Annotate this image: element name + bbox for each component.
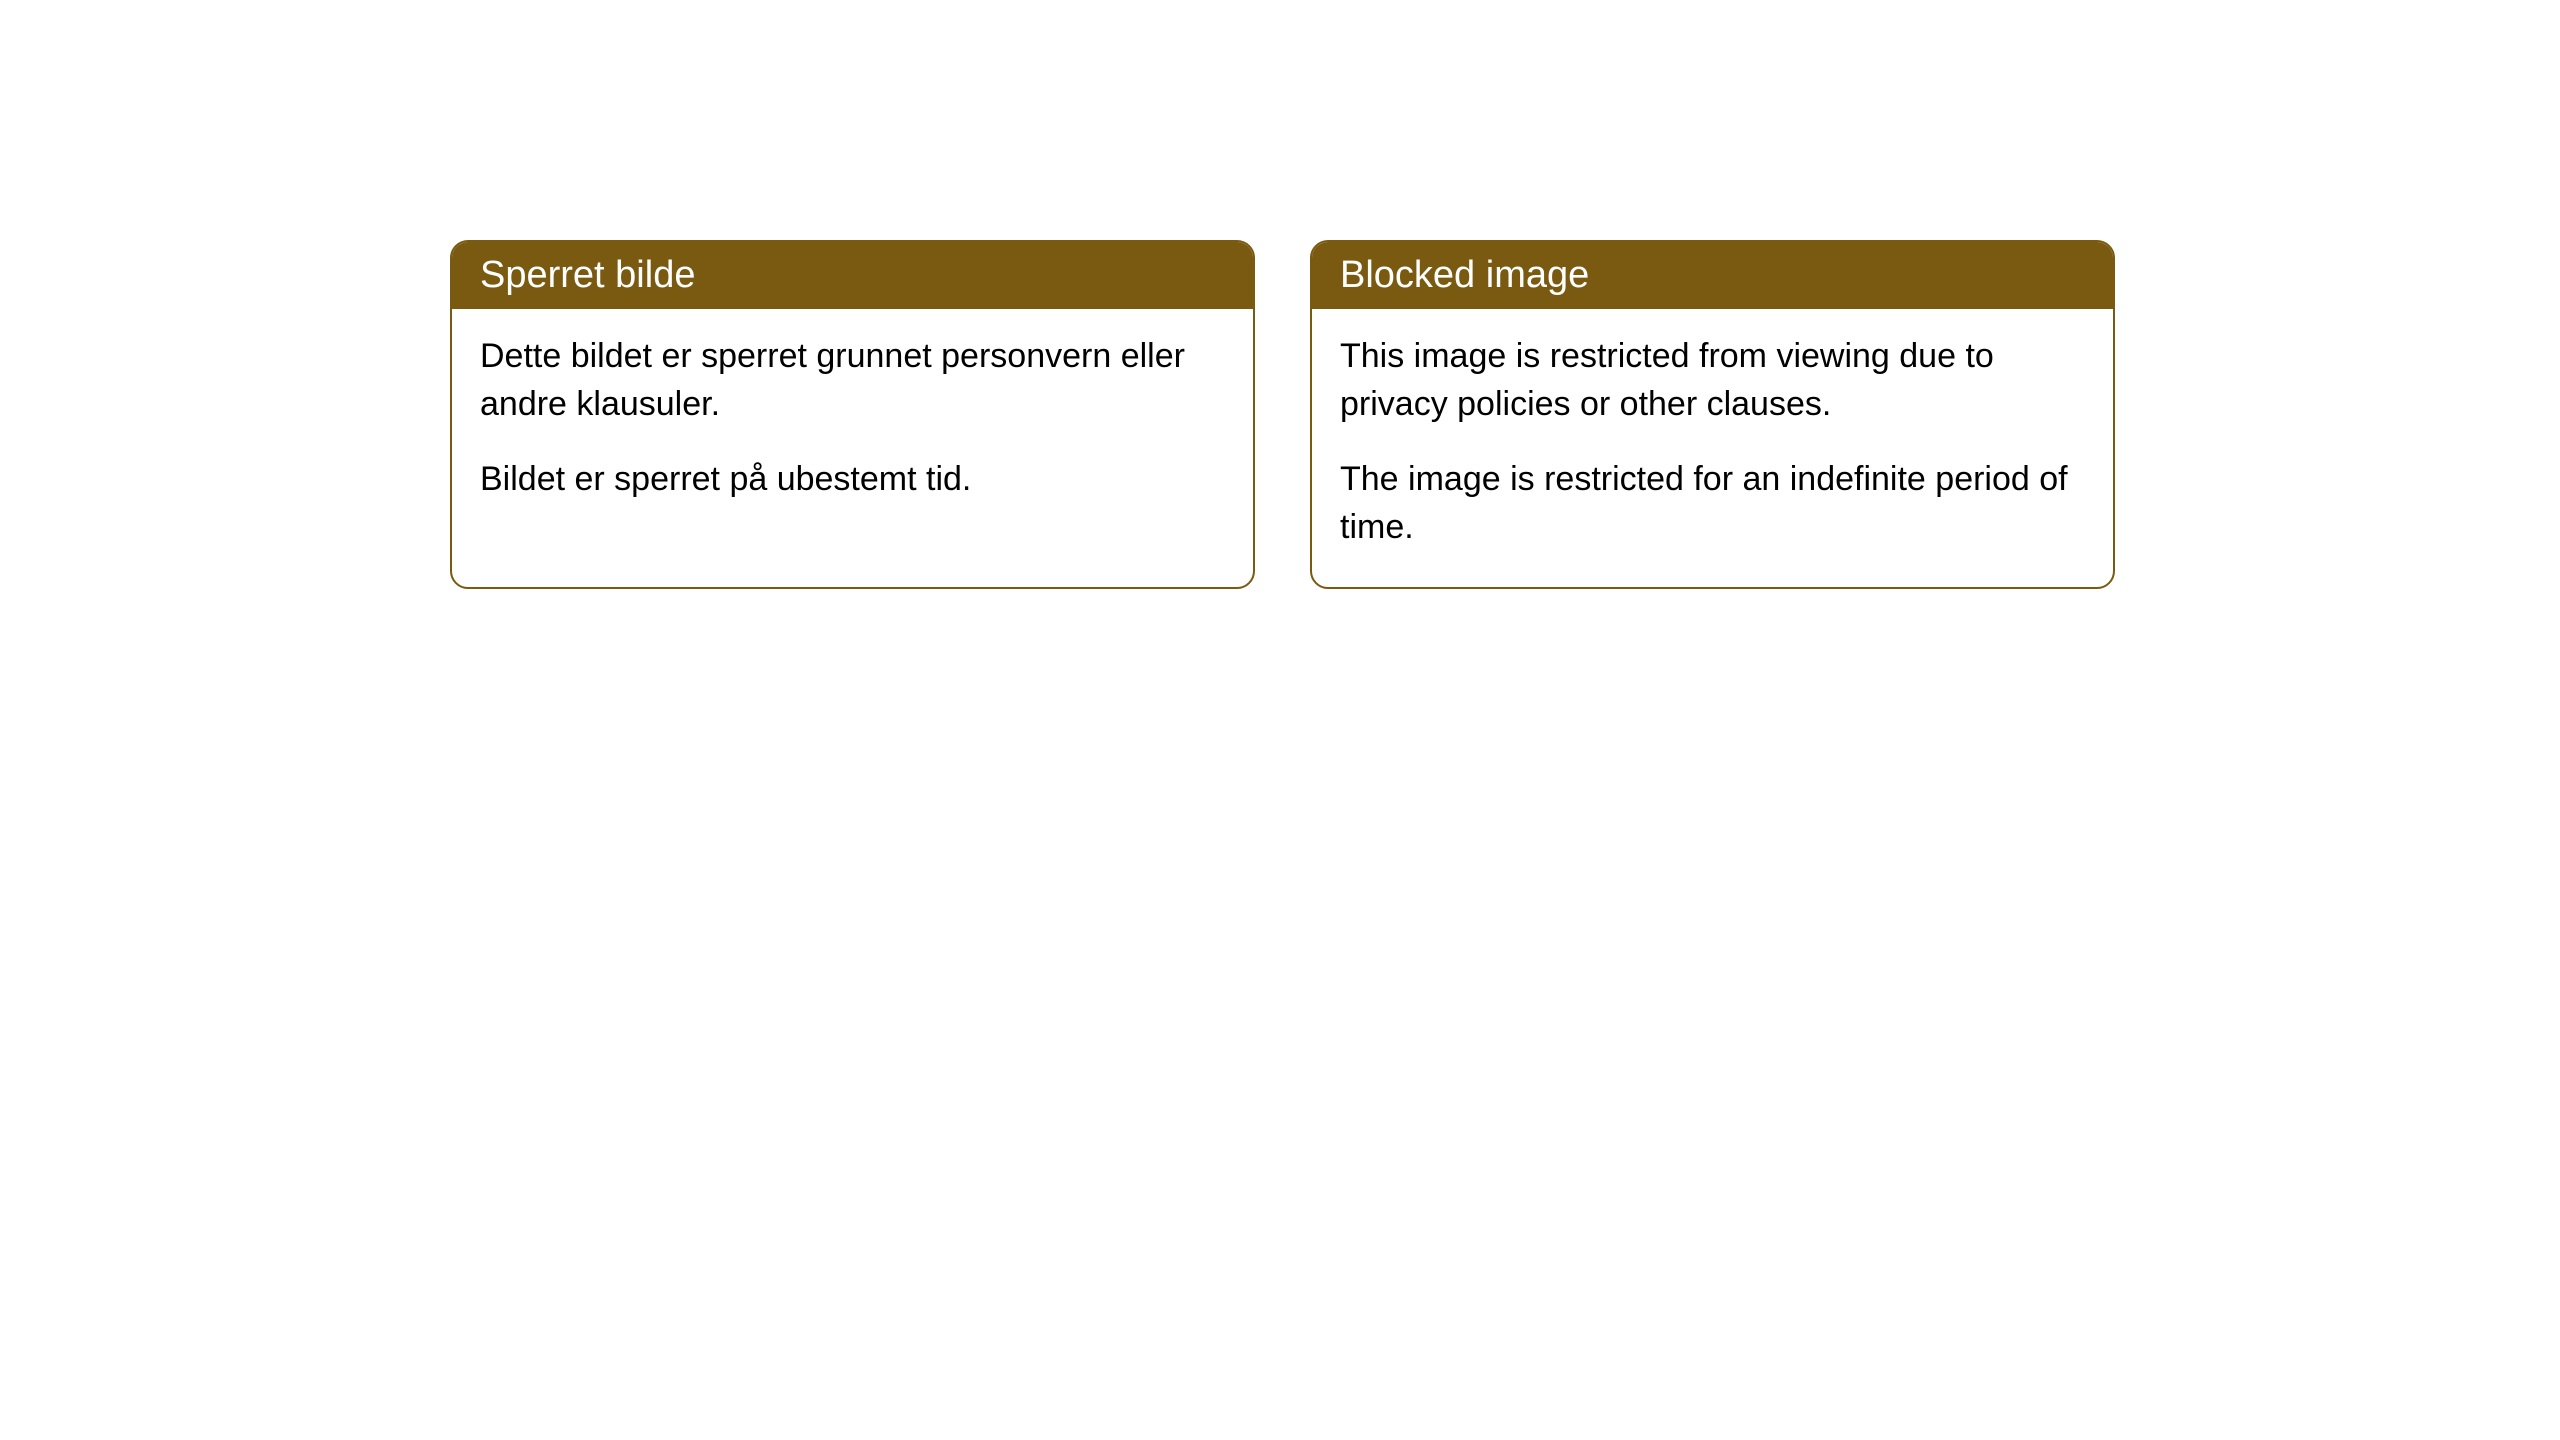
notice-card-norwegian: Sperret bilde Dette bildet er sperret gr… <box>450 240 1255 589</box>
card-header: Blocked image <box>1312 242 2113 309</box>
card-header: Sperret bilde <box>452 242 1253 309</box>
card-paragraph: Dette bildet er sperret grunnet personve… <box>480 333 1225 428</box>
notice-card-english: Blocked image This image is restricted f… <box>1310 240 2115 589</box>
card-paragraph: Bildet er sperret på ubestemt tid. <box>480 456 1225 504</box>
card-title: Blocked image <box>1340 254 1589 296</box>
card-title: Sperret bilde <box>480 254 695 296</box>
card-body: Dette bildet er sperret grunnet personve… <box>452 309 1253 540</box>
card-paragraph: This image is restricted from viewing du… <box>1340 333 2085 428</box>
card-paragraph: The image is restricted for an indefinit… <box>1340 456 2085 551</box>
card-body: This image is restricted from viewing du… <box>1312 309 2113 587</box>
notice-cards-container: Sperret bilde Dette bildet er sperret gr… <box>450 240 2115 589</box>
